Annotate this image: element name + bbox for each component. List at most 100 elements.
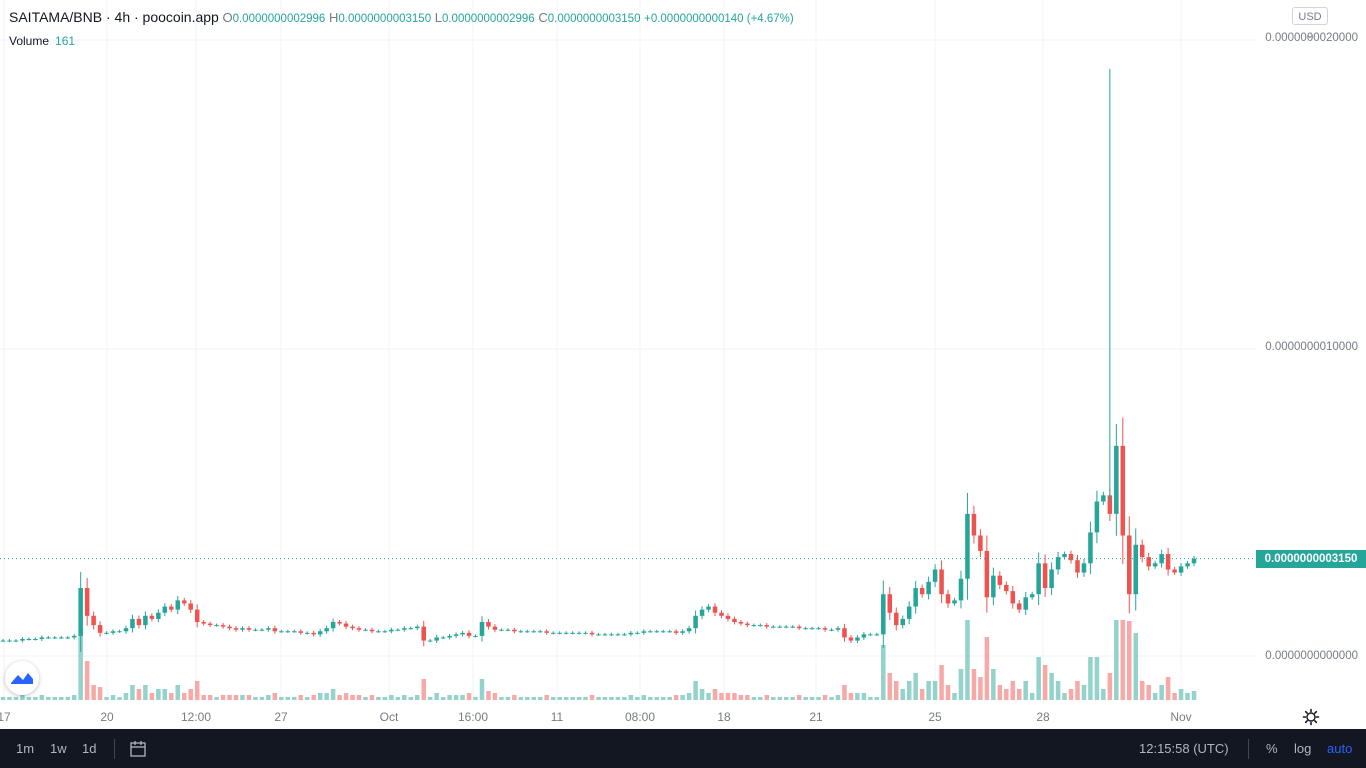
volume-bar — [531, 697, 537, 700]
volume-bar — [997, 685, 1003, 700]
volume-bar — [628, 695, 634, 700]
volume-bar — [304, 697, 310, 700]
volume-bar — [816, 697, 821, 700]
candle-body — [285, 631, 291, 633]
volume-bar — [123, 693, 129, 700]
candle-body — [926, 581, 931, 595]
candle-body — [136, 618, 142, 626]
range-1d-button[interactable]: 1d — [82, 741, 97, 756]
time-label: 21 — [809, 710, 823, 724]
candle-body — [958, 578, 964, 601]
volume-legend: Volume 161 — [9, 34, 75, 48]
candle-body — [855, 637, 860, 641]
candle-body — [110, 631, 116, 633]
range-1m-button[interactable]: 1m — [16, 741, 35, 756]
cloud-icon — [11, 673, 33, 684]
volume-bar — [214, 697, 219, 700]
volume-bar — [58, 697, 64, 700]
log-toggle[interactable]: log — [1294, 741, 1312, 756]
price-label-1e-9: 0.0000000010000 — [1265, 341, 1358, 353]
go-to-date-icon[interactable] — [129, 740, 147, 758]
candle-body — [965, 513, 970, 579]
volume-bar — [324, 693, 329, 700]
candle-body — [570, 632, 575, 634]
candle-body — [363, 629, 368, 631]
time-axis[interactable]: 17 20 12:00 27 Oct 16:00 11 08:00 18 21 … — [0, 705, 1366, 729]
volume-bar — [667, 697, 672, 700]
volume-bar — [1010, 681, 1016, 700]
candle-body — [868, 634, 873, 636]
tradingview-logo[interactable] — [5, 661, 39, 695]
gear-icon[interactable] — [1302, 708, 1320, 726]
percent-toggle[interactable]: % — [1266, 741, 1278, 756]
candle-body — [680, 631, 685, 633]
time-label: 16:00 — [457, 710, 489, 724]
currency-selector[interactable]: USD ⌄ — [1292, 7, 1328, 41]
volume-bar — [965, 620, 970, 700]
volume-bar — [939, 665, 944, 700]
candle-body — [531, 631, 537, 633]
volume-bar — [926, 681, 931, 700]
volume-bar — [253, 697, 258, 700]
candle-body — [279, 631, 284, 633]
auto-toggle[interactable]: auto — [1327, 741, 1353, 756]
candle-body — [330, 622, 336, 629]
candle-body — [175, 600, 181, 610]
volume-bar — [350, 695, 355, 700]
volume-bar — [609, 697, 614, 700]
candle-body — [292, 631, 297, 633]
volume-bar — [544, 695, 549, 700]
volume-bar — [796, 695, 802, 700]
volume-bar — [188, 689, 193, 700]
symbol-title[interactable]: SAITAMA/BNB · 4h · poocoin.app — [9, 9, 219, 25]
candle-body — [473, 635, 478, 637]
candle-body — [259, 629, 265, 631]
candlestick-chart[interactable] — [0, 0, 1256, 705]
volume-bar — [777, 697, 783, 700]
candle-body — [1088, 532, 1093, 564]
candle-body — [447, 635, 452, 638]
candle-body — [207, 623, 213, 626]
candle-body — [1036, 563, 1041, 595]
utc-clock[interactable]: 12:15:58 (UTC) — [1139, 741, 1229, 756]
volume-bar — [1165, 677, 1171, 700]
candle-body — [227, 626, 232, 629]
candle-body — [479, 622, 485, 636]
volume-bar — [7, 697, 12, 700]
volume-bar — [557, 697, 562, 700]
candle-body — [350, 626, 355, 629]
volume-bar — [356, 695, 362, 700]
candle-body — [796, 626, 802, 629]
candle-body — [932, 569, 938, 582]
volume-bar — [1152, 693, 1158, 700]
volume-bar — [1016, 689, 1022, 700]
candle-body — [1146, 557, 1151, 567]
time-label: 20 — [100, 710, 114, 724]
volume-bar — [861, 693, 867, 700]
volume-bar — [1004, 689, 1009, 700]
candle-body — [1159, 554, 1164, 564]
volume-bar — [220, 695, 226, 700]
candle-body — [809, 628, 815, 630]
candle-body — [1081, 563, 1087, 573]
volume-bar — [1133, 633, 1139, 700]
candle-body — [667, 631, 672, 633]
range-1w-button[interactable]: 1w — [50, 741, 67, 756]
volume-bar — [1029, 693, 1035, 700]
candle-body — [356, 628, 362, 630]
volume-bar — [1120, 620, 1126, 700]
candle-body — [738, 622, 744, 624]
volume-bar — [169, 693, 174, 700]
candle-body — [615, 634, 621, 636]
volume-bar — [648, 697, 653, 700]
candle-body — [777, 626, 783, 628]
volume-bar — [285, 697, 291, 700]
candle-body — [971, 513, 977, 536]
chart-pane[interactable] — [0, 0, 1256, 705]
volume-value: 161 — [55, 34, 76, 48]
volume-bar — [330, 689, 336, 700]
volume-bar — [181, 693, 187, 700]
candle-body — [919, 588, 925, 595]
candle-body — [906, 606, 912, 619]
volume-bar — [881, 645, 886, 700]
